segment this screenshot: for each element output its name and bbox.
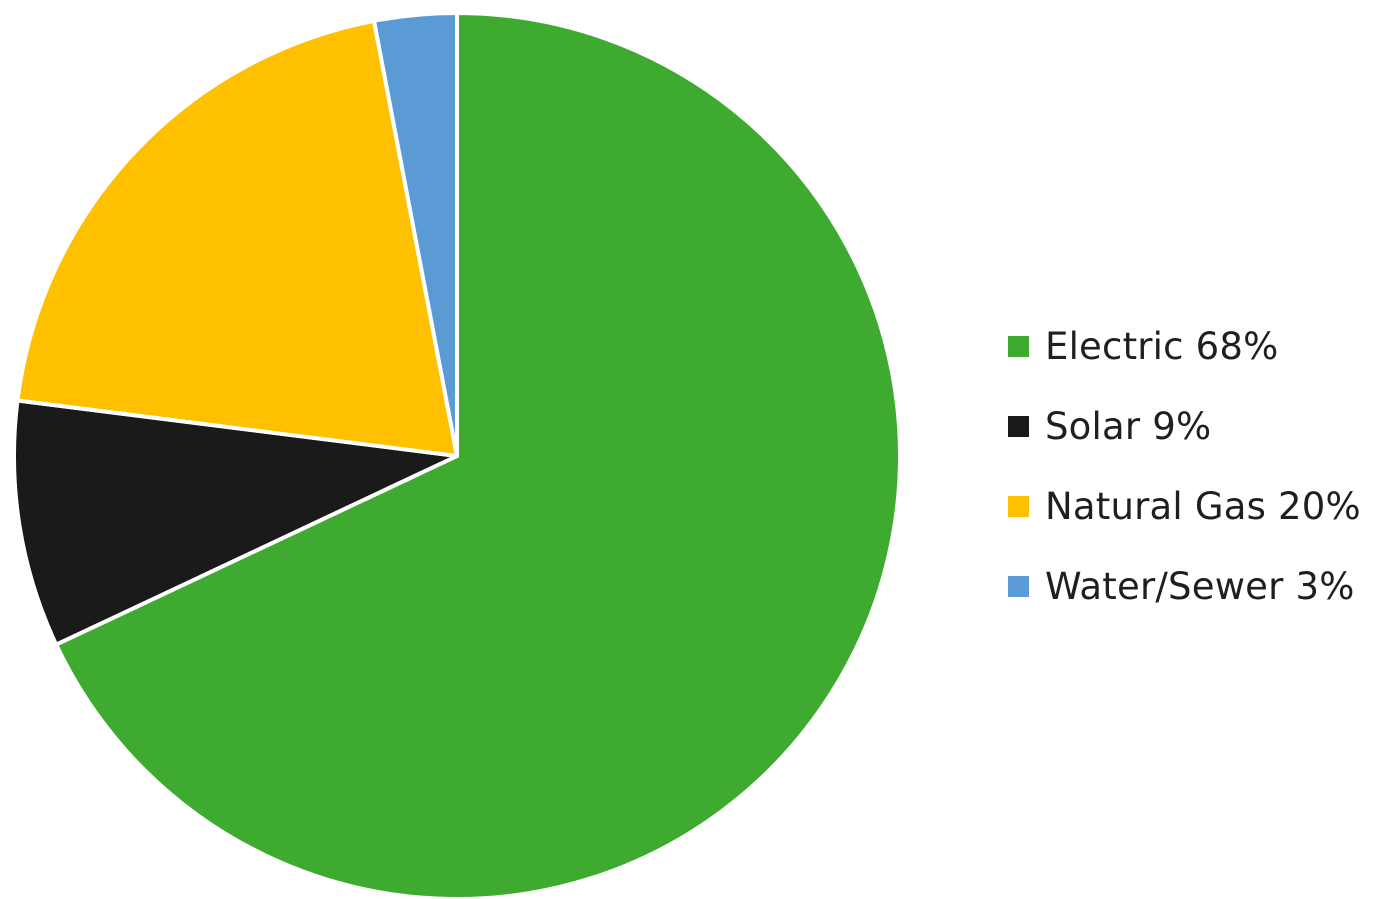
pie-slice-electric — [54, 11, 902, 899]
legend-item-natural-gas: Natural Gas 20% — [1008, 466, 1361, 546]
legend-swatch-water-sewer — [1008, 575, 1029, 597]
pie-slice-water-sewer — [371, 11, 459, 458]
legend-item-electric: Electric 68% — [1008, 306, 1361, 386]
legend-item-solar: Solar 9% — [1008, 386, 1361, 466]
legend-swatch-natural-gas — [1008, 495, 1029, 517]
legend-label-solar: Solar 9% — [1045, 404, 1212, 448]
legend-label-electric: Electric 68% — [1045, 324, 1279, 368]
pie-slice-solar — [12, 398, 459, 647]
legend-label-natural-gas: Natural Gas 20% — [1045, 484, 1361, 528]
legend-label-water-sewer: Water/Sewer 3% — [1045, 564, 1355, 608]
legend-swatch-solar — [1008, 415, 1029, 437]
legend-item-water-sewer: Water/Sewer 3% — [1008, 546, 1361, 626]
pie-slices — [12, 11, 902, 899]
legend-swatch-electric — [1008, 335, 1029, 357]
chart-legend: Electric 68% Solar 9% Natural Gas 20% Wa… — [1008, 306, 1361, 626]
pie-slice-natural-gas — [15, 18, 459, 458]
